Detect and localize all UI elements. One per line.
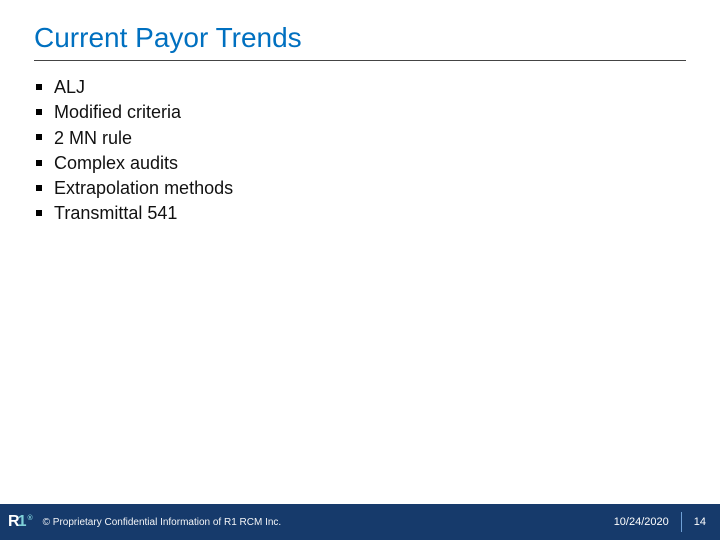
list-item: Modified criteria <box>34 100 720 124</box>
list-item: Complex audits <box>34 151 720 175</box>
footer-bar: R 1 ® © Proprietary Confidential Informa… <box>0 504 720 540</box>
logo-trademark: ® <box>27 515 32 522</box>
logo-1: 1 <box>18 513 27 531</box>
slide-title: Current Payor Trends <box>0 0 720 60</box>
bullet-list: ALJ Modified criteria 2 MN rule Complex … <box>34 75 720 226</box>
list-item: Extrapolation methods <box>34 176 720 200</box>
list-item: Transmittal 541 <box>34 201 720 225</box>
footer-divider <box>681 512 682 532</box>
list-item: ALJ <box>34 75 720 99</box>
footer-date: 10/24/2020 <box>614 516 681 528</box>
logo: R 1 ® <box>8 513 33 531</box>
page-number: 14 <box>694 516 710 528</box>
slide: Current Payor Trends ALJ Modified criter… <box>0 0 720 540</box>
content-area: ALJ Modified criteria 2 MN rule Complex … <box>0 61 720 504</box>
list-item: 2 MN rule <box>34 126 720 150</box>
copyright-text: © Proprietary Confidential Information o… <box>43 517 282 528</box>
